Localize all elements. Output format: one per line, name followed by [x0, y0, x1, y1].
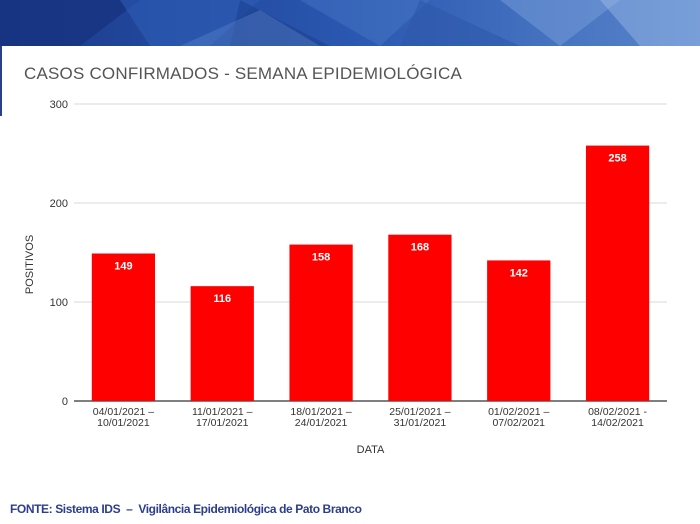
header-banner: [0, 0, 700, 46]
y-axis-title: POSITIVOS: [24, 235, 36, 294]
x-tick-label: 07/02/2021: [492, 417, 545, 429]
bar: [289, 244, 353, 401]
y-tick-label: 100: [50, 297, 68, 309]
left-accent-rule: [0, 46, 2, 116]
bar: [585, 145, 650, 401]
x-tick-label: 18/01/2021 –: [290, 406, 351, 418]
footer-source-2: Vigilância Epidemiológica de Pato Branco: [138, 502, 362, 516]
bar: [487, 260, 551, 401]
bar: [190, 286, 254, 401]
x-axis-title: DATA: [357, 444, 385, 456]
x-tick-label: 04/01/2021 –: [93, 406, 154, 418]
footer-source-1: Sistema IDS: [55, 502, 121, 516]
x-tick-label: 08/02/2021 -: [588, 406, 647, 418]
bar: [388, 234, 452, 401]
data-label: 258: [608, 153, 626, 165]
x-tick-label: 14/02/2021: [591, 417, 644, 429]
source-footer: FONTE: Sistema IDS – Vigilância Epidemio…: [10, 502, 362, 516]
data-label: 116: [213, 293, 231, 305]
footer-separator: –: [126, 502, 133, 516]
data-label: 149: [114, 260, 132, 272]
y-tick-label: 200: [50, 198, 68, 210]
data-label: 158: [312, 252, 330, 264]
bar: [91, 253, 156, 401]
x-tick-label: 17/01/2021: [196, 417, 249, 429]
x-tick-label: 25/01/2021 –: [389, 406, 450, 418]
y-tick-label: 300: [50, 99, 68, 111]
x-tick-label: 24/01/2021: [295, 417, 348, 429]
x-tick-label: 31/01/2021: [394, 417, 447, 429]
page-title: CASOS CONFIRMADOS - SEMANA EPIDEMIOLÓGIC…: [24, 64, 462, 83]
data-label: 168: [411, 242, 429, 254]
x-tick-label: 01/02/2021 –: [488, 406, 549, 418]
data-label: 142: [510, 267, 528, 279]
y-tick-label: 0: [62, 396, 68, 408]
x-tick-label: 10/01/2021: [97, 417, 150, 429]
x-tick-label: 11/01/2021 –: [192, 406, 253, 418]
footer-prefix: FONTE:: [10, 502, 53, 516]
